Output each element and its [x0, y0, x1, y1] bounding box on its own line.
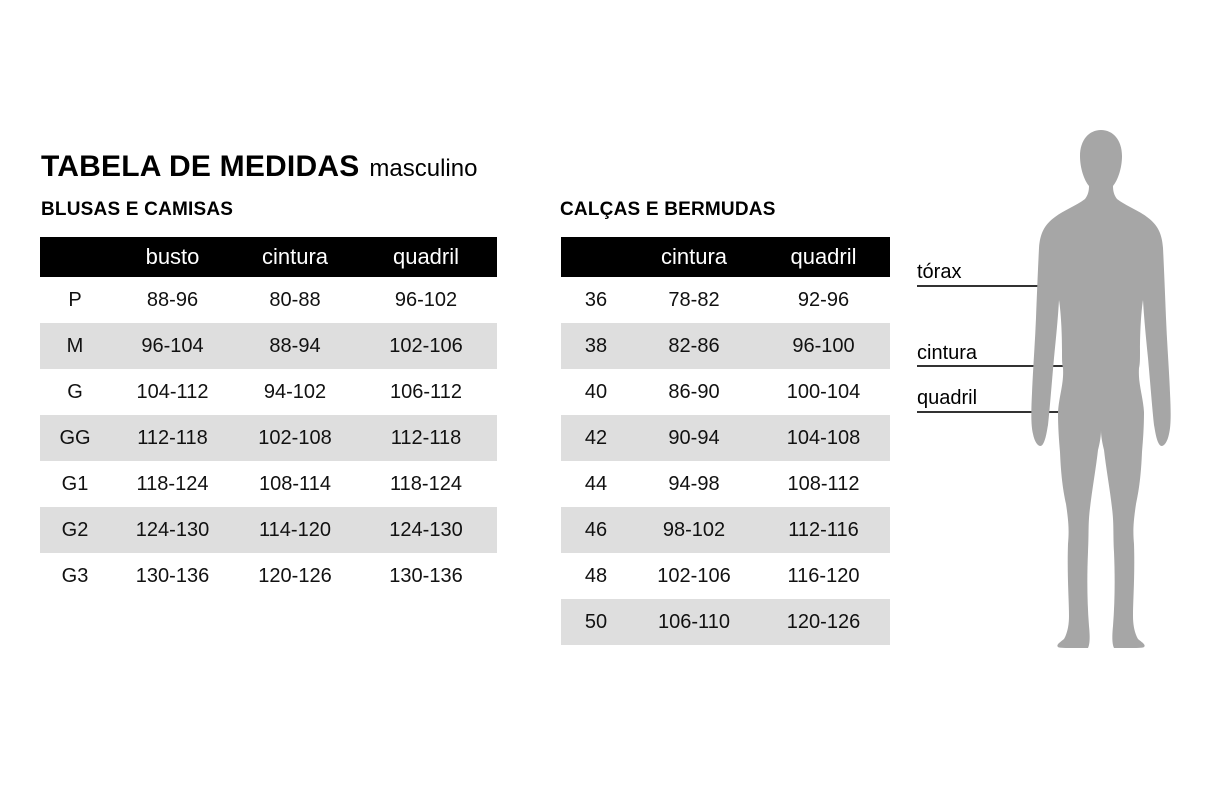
measurement-cell: 130-136 — [389, 564, 463, 587]
measurement-cell: 116-120 — [787, 564, 860, 587]
measurement-cell: 120-126 — [258, 564, 332, 587]
measurement-cell: 102-108 — [235, 415, 355, 461]
size-cell: G3 — [61, 564, 89, 587]
measurement-cell: 78-82 — [668, 288, 720, 311]
measurement-cell: 86-90 — [668, 380, 720, 403]
table-body: P 88-96 80-88 96-102 M 96-104 88-94 102-106 G 104… — [40, 277, 497, 599]
measurement-label-cintura: cintura — [917, 342, 978, 364]
table-header-row: busto cintura quadril — [40, 237, 497, 277]
measurement-line-cintura — [917, 365, 1139, 367]
column-header-quadril: quadril — [757, 237, 890, 277]
measurement-cell: 130-136 — [135, 564, 210, 587]
table-row: 44 94-98 108-112 — [561, 461, 890, 507]
measurement-line-quadril — [917, 411, 1139, 413]
measurement-cell: 102-106 — [657, 564, 731, 587]
table-row: 48 102-106 116-120 — [561, 553, 890, 599]
measurement-cell: 104-112 — [136, 380, 209, 403]
measurement-cell: 114-120 — [235, 507, 355, 553]
size-cell: G1 — [61, 472, 89, 495]
measurement-label-quadril: quadril — [917, 387, 978, 409]
page-title-row: TABELA DE MEDIDAS masculino — [41, 151, 477, 183]
table-header-row: cintura quadril — [561, 237, 890, 277]
male-body-silhouette — [1031, 130, 1171, 648]
table-heading-blusas-e-camisas: BLUSAS E CAMISAS — [41, 199, 234, 220]
column-header-empty — [40, 237, 110, 277]
page-title: TABELA DE MEDIDAS — [41, 150, 360, 183]
size-cell: 50 — [561, 599, 631, 645]
measurement-cell: 80-88 — [269, 288, 321, 311]
table-row: 36 78-82 92-96 — [561, 277, 890, 323]
table-row: 42 90-94 104-108 — [561, 415, 890, 461]
size-table-blusas-e-camisas: busto cintura quadril P 88-96 80-88 96-102 M 96… — [40, 237, 497, 599]
size-cell: GG — [40, 415, 110, 461]
measurement-cell: 102-106 — [355, 323, 497, 369]
measurement-cell: 118-124 — [390, 472, 462, 495]
measurement-line-torax — [917, 285, 1139, 287]
measurement-cell: 108-112 — [787, 472, 860, 495]
measurement-label-torax: tórax — [917, 261, 962, 283]
measurement-cell: 94-102 — [263, 380, 327, 403]
size-cell: 40 — [584, 380, 608, 403]
size-table-calcas-e-bermudas: cintura quadril 36 78-82 92-96 38 82-86 96-100… — [561, 237, 890, 645]
column-header-empty — [561, 237, 631, 277]
column-header-cintura: cintura — [631, 237, 757, 277]
column-header-quadril: quadril — [355, 237, 497, 277]
measurement-cell: 112-118 — [110, 415, 235, 461]
column-header-busto: busto — [110, 237, 235, 277]
table-row: G 104-112 94-102 106-112 — [40, 369, 497, 415]
table-row: 50 106-110 120-126 — [561, 599, 890, 645]
size-cell: 44 — [584, 472, 608, 495]
measurement-cell: 106-110 — [631, 599, 757, 645]
table-body: 36 78-82 92-96 38 82-86 96-100 40 86-90 100-104 4… — [561, 277, 890, 645]
measurement-cell: 120-126 — [757, 599, 890, 645]
measurement-cell: 118-124 — [136, 472, 209, 495]
measurement-cell: 106-112 — [390, 380, 462, 403]
size-cell: M — [40, 323, 110, 369]
table-row: 46 98-102 112-116 — [561, 507, 890, 553]
size-cell: 42 — [561, 415, 631, 461]
male-body-silhouette-shape — [1031, 130, 1171, 648]
header-row: busto cintura quadril — [40, 237, 497, 277]
measurement-cell: 124-130 — [355, 507, 497, 553]
header-row: cintura quadril — [561, 237, 890, 277]
table-row: 38 82-86 96-100 — [561, 323, 890, 369]
size-cell: P — [68, 288, 82, 311]
table-row: 40 86-90 100-104 — [561, 369, 890, 415]
size-cell: G — [67, 380, 83, 403]
table-row: P 88-96 80-88 96-102 — [40, 277, 497, 323]
table-heading-calcas-e-bermudas: CALÇAS E BERMUDAS — [560, 199, 776, 220]
measurement-cell: 92-96 — [797, 288, 850, 311]
measurement-cell: 112-116 — [757, 507, 890, 553]
size-cell: 48 — [584, 564, 608, 587]
measurement-cell: 112-118 — [355, 415, 497, 461]
measurement-cell: 124-130 — [110, 507, 235, 553]
measurement-cell: 96-102 — [394, 288, 458, 311]
measurement-cell: 98-102 — [631, 507, 757, 553]
measurement-cell: 82-86 — [631, 323, 757, 369]
table-row: G2 124-130 114-120 124-130 — [40, 507, 497, 553]
measurement-cell: 96-104 — [110, 323, 235, 369]
size-cell: G2 — [40, 507, 110, 553]
size-cell: 46 — [561, 507, 631, 553]
measurement-cell: 90-94 — [631, 415, 757, 461]
measurement-cell: 104-108 — [757, 415, 890, 461]
measurement-cell: 100-104 — [786, 380, 861, 403]
table-row: GG 112-118 102-108 112-118 — [40, 415, 497, 461]
column-header-cintura: cintura — [235, 237, 355, 277]
table-row: G3 130-136 120-126 130-136 — [40, 553, 497, 599]
table-row: M 96-104 88-94 102-106 — [40, 323, 497, 369]
page-subtitle: masculino — [369, 155, 478, 182]
measurement-cell: 88-96 — [146, 288, 199, 311]
measurement-cell: 94-98 — [668, 472, 720, 495]
size-cell: 38 — [561, 323, 631, 369]
measurement-cell: 88-94 — [235, 323, 355, 369]
table-row: G1 118-124 108-114 118-124 — [40, 461, 497, 507]
measurement-cell: 108-114 — [259, 472, 331, 495]
size-cell: 36 — [584, 288, 608, 311]
measurement-cell: 96-100 — [757, 323, 890, 369]
